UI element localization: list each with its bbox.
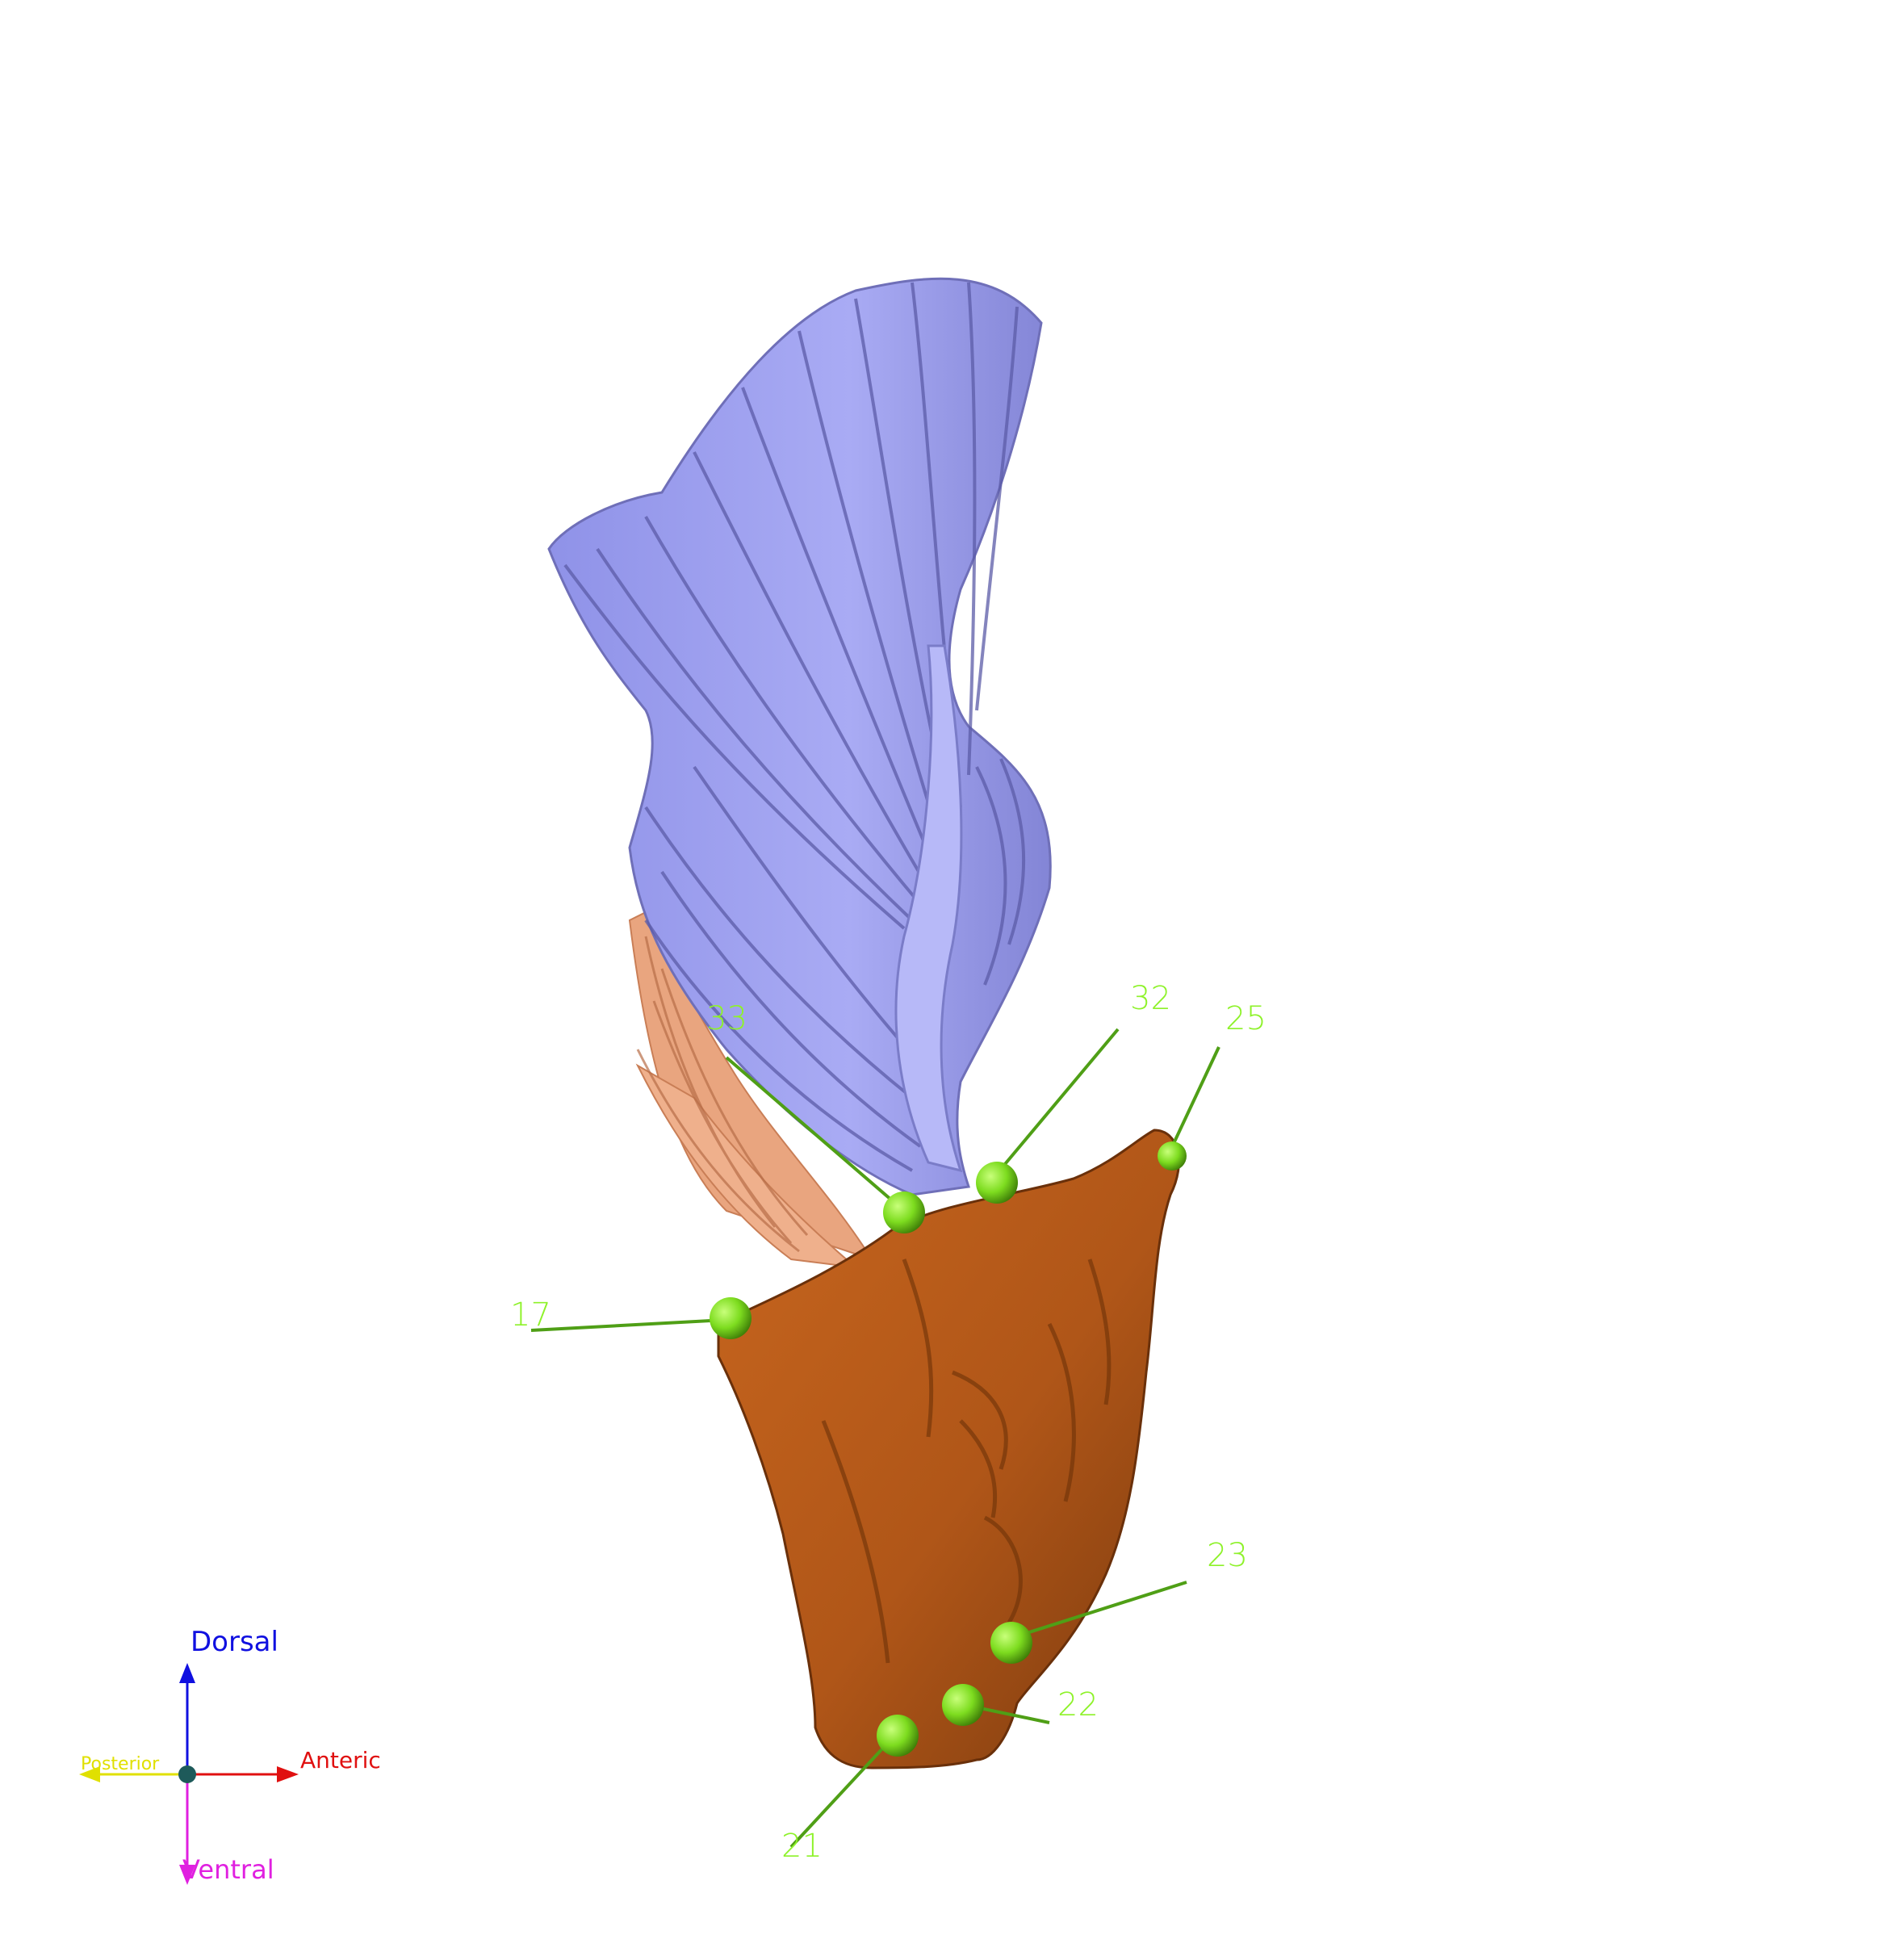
landmark-33-marker[interactable]: [883, 1191, 925, 1233]
landmark-22-marker[interactable]: [942, 1684, 984, 1726]
landmark-spheres[interactable]: [710, 1141, 1187, 1757]
landmark-label-23: 23: [1207, 1537, 1248, 1574]
dorsal-label: Dorsal: [190, 1626, 278, 1658]
landmark-label-33: 33: [706, 1000, 747, 1037]
landmark-label-21: 21: [781, 1828, 823, 1865]
posterior-arrow-icon: [79, 1766, 100, 1782]
bone: [717, 1129, 1180, 1769]
landmark-21-marker[interactable]: [877, 1715, 919, 1757]
landmark-label-17: 17: [510, 1296, 551, 1334]
orientation-widget: Dorsal Ventral Anteric Posterior: [79, 1626, 381, 1885]
landmark-32-marker[interactable]: [976, 1162, 1018, 1204]
dorsal-arrow-icon: [179, 1663, 195, 1683]
landmark-label-22: 22: [1057, 1686, 1099, 1723]
ventral-arrow-icon: [179, 1865, 195, 1885]
landmark-label-32: 32: [1130, 980, 1171, 1017]
anterior-arrow-icon: [277, 1766, 299, 1782]
posterior-label: Posterior: [81, 1754, 160, 1774]
landmark-label-25: 25: [1225, 1000, 1266, 1037]
landmark-23-marker[interactable]: [990, 1622, 1032, 1664]
ventral-label: Ventral: [182, 1854, 274, 1885]
muscle-fibers: [547, 277, 1052, 1196]
anterior-label: Anteric: [300, 1747, 381, 1774]
landmark-labels: 33 32 25 17 23 22 21: [510, 980, 1266, 1865]
landmark-17-marker[interactable]: [710, 1297, 752, 1339]
origin-dot: [178, 1765, 196, 1783]
landmark-25-marker[interactable]: [1158, 1141, 1187, 1171]
